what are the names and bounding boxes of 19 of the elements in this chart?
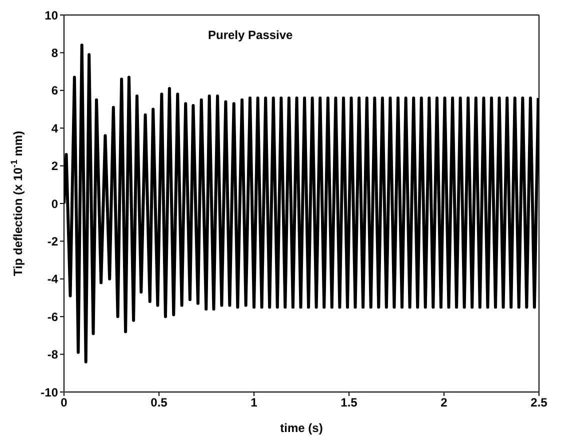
x-tick-label: 0.5 xyxy=(150,396,168,410)
y-tick-label: 2 xyxy=(51,159,58,174)
x-tick-label: 2 xyxy=(440,396,448,410)
y-tick-label: -2 xyxy=(47,234,58,248)
x-axis-title: time (s) xyxy=(280,421,323,435)
x-tick-label: 0 xyxy=(60,396,68,410)
x-tick-label: 2.5 xyxy=(530,396,548,410)
y-tick-label: -4 xyxy=(47,272,58,286)
y-tick-label: -8 xyxy=(47,348,58,362)
x-tick-label: 1.5 xyxy=(340,396,358,410)
y-tick-label: 8 xyxy=(51,46,58,60)
y-tick-label: -6 xyxy=(47,310,58,324)
y-tick-label: 6 xyxy=(51,84,58,98)
y-tick-label: 10 xyxy=(44,8,58,22)
x-tick-label: 1 xyxy=(250,396,258,410)
y-tick-label: 0 xyxy=(51,196,58,211)
y-tick-label: 4 xyxy=(51,121,58,136)
y-tick-label: -10 xyxy=(40,385,58,400)
annotation: Purely Passive xyxy=(208,28,293,42)
